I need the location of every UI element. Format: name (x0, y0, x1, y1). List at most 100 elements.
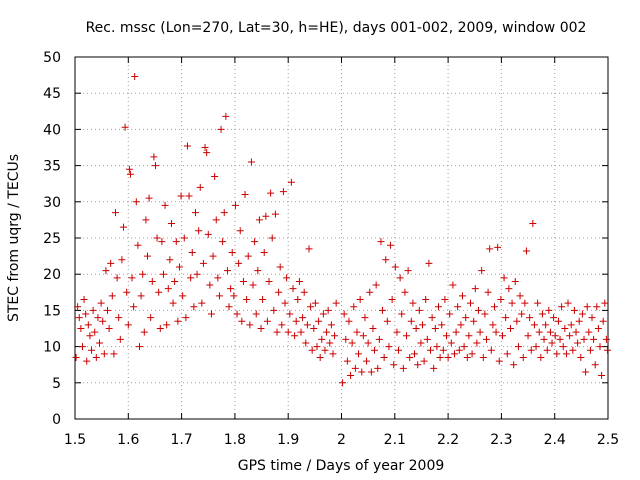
data-point (460, 343, 468, 351)
data-point (554, 317, 562, 325)
data-point (588, 314, 596, 322)
data-point (586, 346, 594, 354)
data-point (167, 220, 175, 228)
data-point (476, 328, 484, 336)
data-point (260, 248, 268, 256)
data-point (315, 317, 323, 325)
data-point (391, 263, 399, 271)
data-point (284, 328, 292, 336)
data-point (158, 238, 166, 246)
data-point (211, 172, 219, 180)
data-point (500, 274, 508, 282)
data-point (399, 364, 407, 372)
data-point (556, 335, 564, 343)
x-tick-label: 1.5 (64, 432, 86, 448)
data-point (591, 361, 599, 369)
data-point (427, 346, 435, 354)
data-point (241, 191, 249, 199)
data-point (292, 317, 300, 325)
data-point (124, 321, 132, 329)
data-point (353, 328, 361, 336)
data-point (217, 125, 225, 133)
data-point (436, 353, 444, 361)
data-point (409, 299, 417, 307)
data-point (228, 248, 236, 256)
data-point (543, 346, 551, 354)
data-point (209, 252, 217, 260)
data-point (327, 321, 335, 329)
data-point (302, 339, 310, 347)
data-point (388, 296, 396, 304)
data-point (458, 292, 466, 300)
data-point (575, 317, 583, 325)
data-point (347, 372, 355, 380)
data-point (348, 339, 356, 347)
data-point (125, 165, 133, 173)
data-point (377, 238, 385, 246)
data-point (351, 364, 359, 372)
data-point (300, 288, 308, 296)
data-point (147, 314, 155, 322)
data-point (270, 306, 278, 314)
data-point (529, 220, 537, 228)
data-point (505, 285, 513, 293)
data-point (190, 303, 198, 311)
data-point (199, 259, 207, 267)
data-point (246, 321, 254, 329)
data-point (452, 328, 460, 336)
data-point (356, 296, 364, 304)
data-point (172, 238, 180, 246)
y-tick-label: 20 (43, 267, 61, 283)
data-point (155, 288, 163, 296)
y-axis-label: STEC from uqrg / TECUs (6, 154, 22, 322)
data-point (570, 306, 578, 314)
data-point (220, 209, 228, 217)
data-point (585, 328, 593, 336)
data-point (104, 306, 112, 314)
data-point (137, 292, 145, 300)
data-point (407, 317, 415, 325)
data-point (151, 162, 159, 170)
data-point (329, 350, 337, 358)
data-point (233, 310, 241, 318)
data-point (510, 361, 518, 369)
data-point (457, 321, 465, 329)
data-point (130, 303, 138, 311)
data-point (143, 252, 151, 260)
data-point (443, 332, 451, 340)
data-point (166, 256, 174, 264)
data-point (535, 328, 543, 336)
data-point (235, 259, 243, 267)
data-point (116, 335, 124, 343)
data-point (537, 353, 545, 361)
data-point (598, 372, 606, 380)
data-point (355, 350, 363, 358)
data-point (379, 306, 387, 314)
data-point (447, 339, 455, 347)
data-point (275, 288, 283, 296)
data-point (422, 296, 430, 304)
data-point (142, 216, 150, 224)
data-point (182, 314, 190, 322)
data-point (135, 343, 143, 351)
data-point (311, 299, 319, 307)
data-point (123, 288, 131, 296)
data-point (236, 227, 244, 235)
data-point (203, 149, 211, 157)
data-point (294, 296, 302, 304)
data-point (150, 153, 158, 161)
data-point (273, 328, 281, 336)
data-point (361, 314, 369, 322)
data-point (207, 310, 215, 318)
data-point (548, 339, 556, 347)
data-point (532, 343, 540, 351)
data-point (577, 353, 585, 361)
data-point (156, 325, 164, 332)
x-tick-label: 2 (337, 432, 346, 448)
data-point (145, 194, 153, 202)
data-point (363, 357, 371, 365)
data-point (318, 335, 326, 343)
data-point (454, 303, 462, 311)
data-point (161, 201, 169, 209)
data-point (276, 263, 284, 271)
